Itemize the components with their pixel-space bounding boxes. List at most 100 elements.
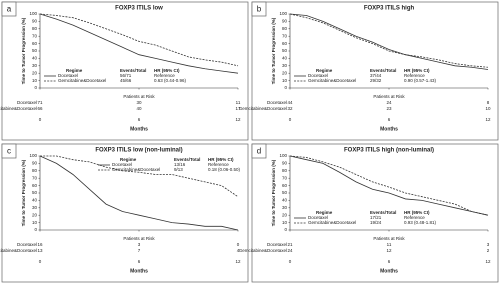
risk-title: Patients at Risk	[123, 94, 155, 99]
risk-count: 13	[37, 248, 43, 253]
y-tick-label: 0	[284, 85, 287, 90]
risk-count: 2	[487, 248, 490, 253]
legend-header: HR (95% CI)	[404, 210, 430, 215]
panel: b FOXP3 ITILS high Time to Tumor Progressi…	[239, 1, 499, 141]
risk-title: Patients at Risk	[373, 94, 405, 99]
y-tick-label: 50	[282, 48, 288, 53]
y-axis-label: Time to Tumor Progression (%)	[271, 17, 276, 84]
y-tick-label: 10	[282, 220, 288, 225]
legend-events: 13/16	[174, 162, 186, 167]
risk-count: 17	[235, 106, 241, 111]
x-tick-label: 12	[485, 259, 491, 264]
chart-title: FOXP3 ITILS high	[364, 6, 415, 12]
x-axis-label: Months	[380, 268, 398, 274]
survival-line	[289, 13, 489, 70]
panel-letter: d	[257, 147, 261, 156]
y-axis-label: Time to Tumor Progression (%)	[21, 17, 26, 84]
risk-count: 21	[287, 242, 293, 247]
risk-count: 40	[136, 106, 142, 111]
risk-title: Patients at Risk	[373, 236, 405, 241]
panel: a FOXP3 ITILS low Time to Tumor Progressio…	[0, 1, 249, 141]
y-tick-label: 0	[34, 85, 37, 90]
legend-entry: Docetaxel	[308, 215, 328, 220]
risk-label: Docetaxel	[267, 242, 287, 247]
panel-letter: a	[7, 5, 12, 14]
risk-label: Gemcitabine&Docetaxel	[0, 248, 37, 253]
survival-line	[289, 155, 489, 216]
y-tick-label: 100	[29, 153, 37, 158]
survival-line	[289, 13, 489, 68]
x-tick-label: 6	[138, 259, 141, 264]
legend-hr: 0.18 (0.06-0.50)	[208, 167, 241, 172]
x-tick-label: 12	[485, 117, 491, 122]
legend-header: Regime	[316, 210, 333, 215]
risk-count: 66	[37, 106, 43, 111]
legend-hr: Reference	[404, 215, 425, 220]
y-tick-label: 80	[282, 168, 288, 173]
y-tick-label: 10	[32, 78, 38, 83]
y-tick-label: 90	[282, 161, 288, 166]
y-tick-label: 60	[282, 41, 288, 46]
risk-label: Docetaxel	[17, 100, 37, 105]
panel: c FOXP3 ITILS low (non-luminal) Time to Tu…	[0, 143, 249, 283]
panel: d FOXP3 ITILS high (non-luminal) Time to T…	[239, 143, 499, 283]
survival-line	[39, 13, 239, 67]
y-tick-label: 80	[32, 168, 38, 173]
x-tick-label: 12	[235, 259, 241, 264]
y-axis-label: Time to Tumor Progression (%)	[271, 159, 276, 226]
panel-border	[1, 1, 249, 141]
y-tick-label: 10	[282, 78, 288, 83]
risk-label: Gemcitabine&Docetaxel	[239, 248, 287, 253]
legend-entry: Gemcitabine&Docetaxel	[112, 167, 160, 172]
chart-title: FOXP3 ITILS low (non-luminal)	[95, 148, 182, 154]
risk-count: 11	[236, 100, 241, 105]
x-tick-label: 0	[39, 259, 42, 264]
risk-count: 23	[386, 106, 392, 111]
x-tick-label: 6	[138, 117, 141, 122]
survival-line	[289, 155, 489, 216]
y-tick-label: 80	[32, 26, 38, 31]
x-axis-label: Months	[380, 126, 398, 132]
y-tick-label: 50	[32, 48, 38, 53]
y-tick-label: 60	[282, 183, 288, 188]
legend-events: 56/71	[120, 73, 132, 78]
risk-count: 7	[138, 248, 141, 253]
y-tick-label: 20	[32, 212, 38, 217]
legend-header: Regime	[66, 68, 83, 73]
x-tick-label: 0	[39, 117, 42, 122]
risk-label: Docetaxel	[17, 242, 37, 247]
y-tick-label: 30	[282, 205, 288, 210]
panel-letter: c	[7, 147, 11, 156]
legend-entry: Docetaxel	[58, 73, 78, 78]
legend-events: 9/13	[174, 167, 183, 172]
risk-count: 12	[386, 248, 392, 253]
y-tick-label: 90	[32, 161, 38, 166]
x-axis-label: Months	[130, 268, 148, 274]
legend-hr: 0.93 (0.48-1.81)	[404, 220, 437, 225]
y-tick-label: 100	[279, 11, 287, 16]
risk-count: 16	[37, 242, 43, 247]
y-tick-label: 40	[32, 56, 38, 61]
y-tick-label: 20	[282, 70, 288, 75]
survival-line	[40, 155, 239, 198]
risk-count: 24	[287, 248, 293, 253]
y-tick-label: 10	[32, 220, 38, 225]
risk-count: 3	[138, 242, 141, 247]
y-tick-label: 100	[279, 153, 287, 158]
legend-hr: Reference	[208, 162, 229, 167]
risk-count: 32	[287, 106, 293, 111]
panel-border	[251, 1, 499, 141]
legend-hr: 0.63 (0.44-0.96)	[154, 78, 187, 83]
legend-events: 29/32	[370, 78, 382, 83]
y-tick-label: 100	[29, 11, 37, 16]
legend-header: HR (95% CI)	[208, 157, 234, 162]
y-tick-label: 70	[32, 175, 38, 180]
legend-header: HR (95% CI)	[154, 68, 180, 73]
risk-title: Patients at Risk	[123, 236, 155, 241]
y-tick-label: 50	[282, 190, 288, 195]
y-tick-label: 50	[32, 190, 38, 195]
survival-line	[39, 13, 239, 74]
legend-events: 19/24	[370, 220, 382, 225]
legend-header: Regime	[120, 157, 137, 162]
